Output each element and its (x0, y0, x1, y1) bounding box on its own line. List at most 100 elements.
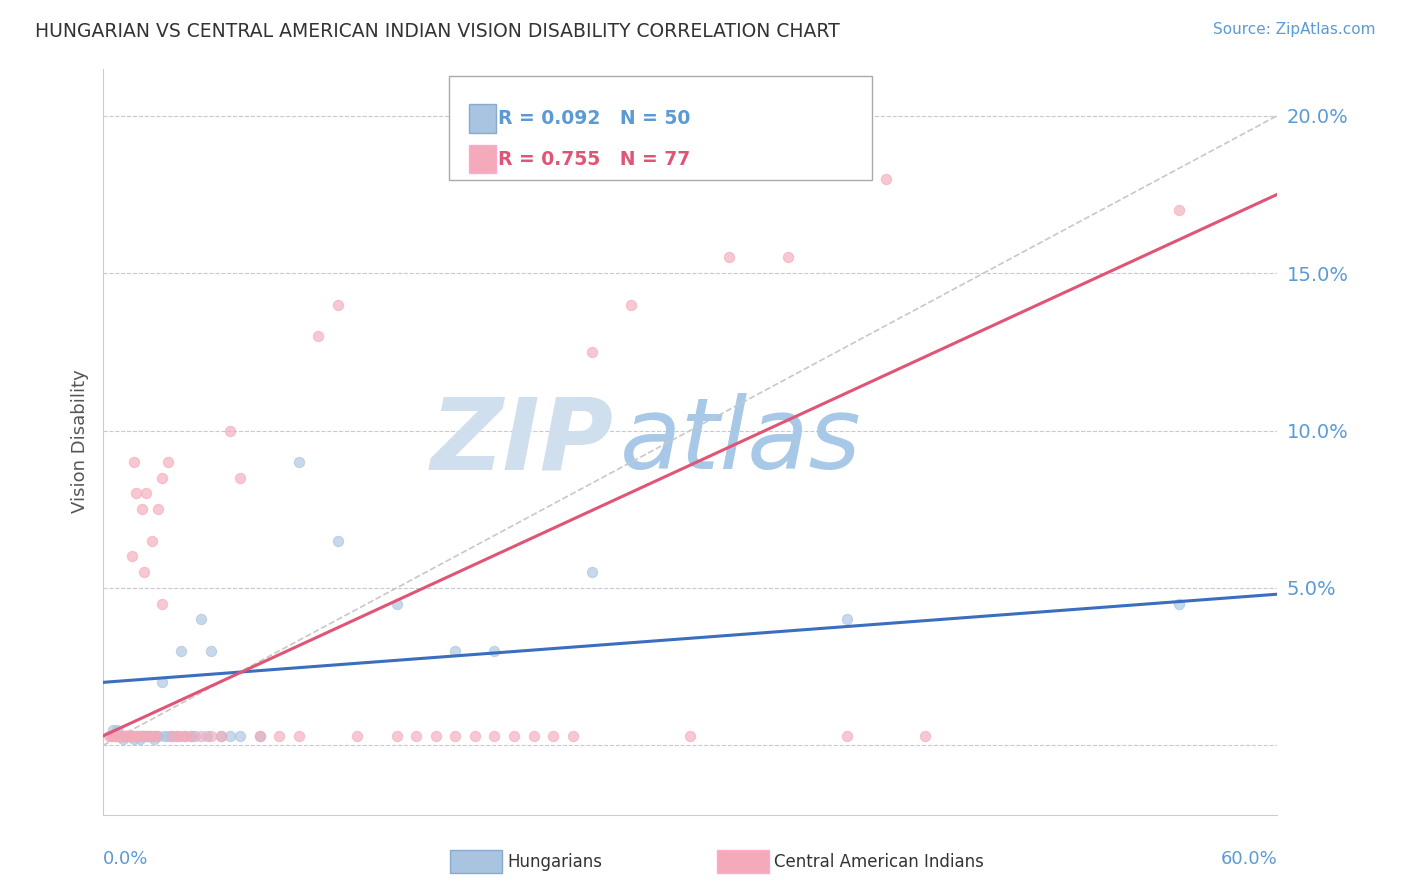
Point (541, 729, 564, 743)
Text: atlas: atlas (620, 393, 862, 490)
Point (110, 729, 132, 743)
Point (444, 729, 467, 743)
Point (444, 644, 467, 658)
Point (135, 486, 157, 500)
Point (156, 729, 179, 743)
Point (141, 729, 163, 743)
Point (307, 329, 329, 343)
Point (131, 729, 153, 743)
Point (139, 729, 162, 743)
Point (160, 729, 183, 743)
Point (156, 455, 179, 469)
Point (229, 729, 252, 743)
Point (143, 729, 166, 743)
Text: Source: ZipAtlas.com: Source: ZipAtlas.com (1212, 22, 1375, 37)
Text: Hungarians: Hungarians (508, 853, 602, 871)
Point (105, 729, 128, 743)
Point (117, 729, 139, 743)
Point (145, 729, 167, 743)
Point (209, 729, 232, 743)
Point (190, 729, 212, 743)
Point (229, 471, 252, 485)
Point (121, 549, 143, 564)
Point (110, 729, 132, 743)
Point (1168, 203, 1191, 218)
Point (146, 502, 169, 516)
Point (249, 729, 271, 743)
Point (385, 597, 408, 611)
Point (145, 729, 167, 743)
Point (136, 729, 159, 743)
Point (111, 731, 134, 746)
Point (100, 729, 122, 743)
Point (101, 723, 124, 737)
Point (150, 471, 173, 485)
Point (166, 729, 188, 743)
Point (104, 729, 127, 743)
Point (835, 729, 858, 743)
Point (120, 729, 142, 743)
Point (326, 533, 349, 548)
Point (561, 729, 583, 743)
Point (127, 729, 149, 743)
Text: HUNGARIAN VS CENTRAL AMERICAN INDIAN VISION DISABILITY CORRELATION CHART: HUNGARIAN VS CENTRAL AMERICAN INDIAN VIS… (35, 22, 839, 41)
Point (581, 565, 603, 579)
Point (134, 729, 156, 743)
Point (125, 486, 148, 500)
Point (131, 729, 153, 743)
Point (105, 729, 128, 743)
Point (180, 729, 202, 743)
Point (170, 729, 193, 743)
Point (174, 729, 197, 743)
Point (125, 729, 148, 743)
Point (121, 729, 143, 743)
Point (121, 729, 143, 743)
Point (125, 729, 148, 743)
Point (114, 729, 136, 743)
Point (219, 729, 242, 743)
Point (131, 729, 153, 743)
Bar (470, 104, 496, 133)
Point (581, 344, 603, 359)
Point (326, 297, 349, 311)
Point (146, 729, 169, 743)
Point (484, 644, 506, 658)
Point (1168, 597, 1191, 611)
Point (134, 565, 156, 579)
Point (107, 729, 129, 743)
Point (124, 731, 146, 746)
Point (200, 644, 222, 658)
Point (120, 729, 142, 743)
Point (835, 612, 858, 626)
Point (135, 729, 157, 743)
Point (111, 729, 134, 743)
Point (464, 729, 486, 743)
Point (249, 729, 271, 743)
Point (776, 251, 799, 265)
Text: 60.0%: 60.0% (1220, 850, 1277, 868)
Point (129, 731, 152, 746)
Point (219, 424, 242, 438)
Point (139, 729, 162, 743)
Point (174, 729, 197, 743)
Point (209, 729, 232, 743)
Point (190, 612, 212, 626)
Point (150, 597, 173, 611)
Point (288, 455, 311, 469)
Point (385, 729, 408, 743)
Point (200, 729, 222, 743)
Point (115, 729, 138, 743)
Point (718, 251, 741, 265)
Point (914, 729, 936, 743)
Point (111, 729, 134, 743)
Point (127, 729, 149, 743)
Point (124, 455, 146, 469)
Point (111, 729, 134, 743)
Point (503, 729, 526, 743)
Y-axis label: Vision Disability: Vision Disability (72, 369, 89, 514)
Point (129, 729, 152, 743)
Point (166, 729, 188, 743)
Point (425, 729, 447, 743)
Bar (470, 145, 496, 173)
Point (115, 729, 138, 743)
